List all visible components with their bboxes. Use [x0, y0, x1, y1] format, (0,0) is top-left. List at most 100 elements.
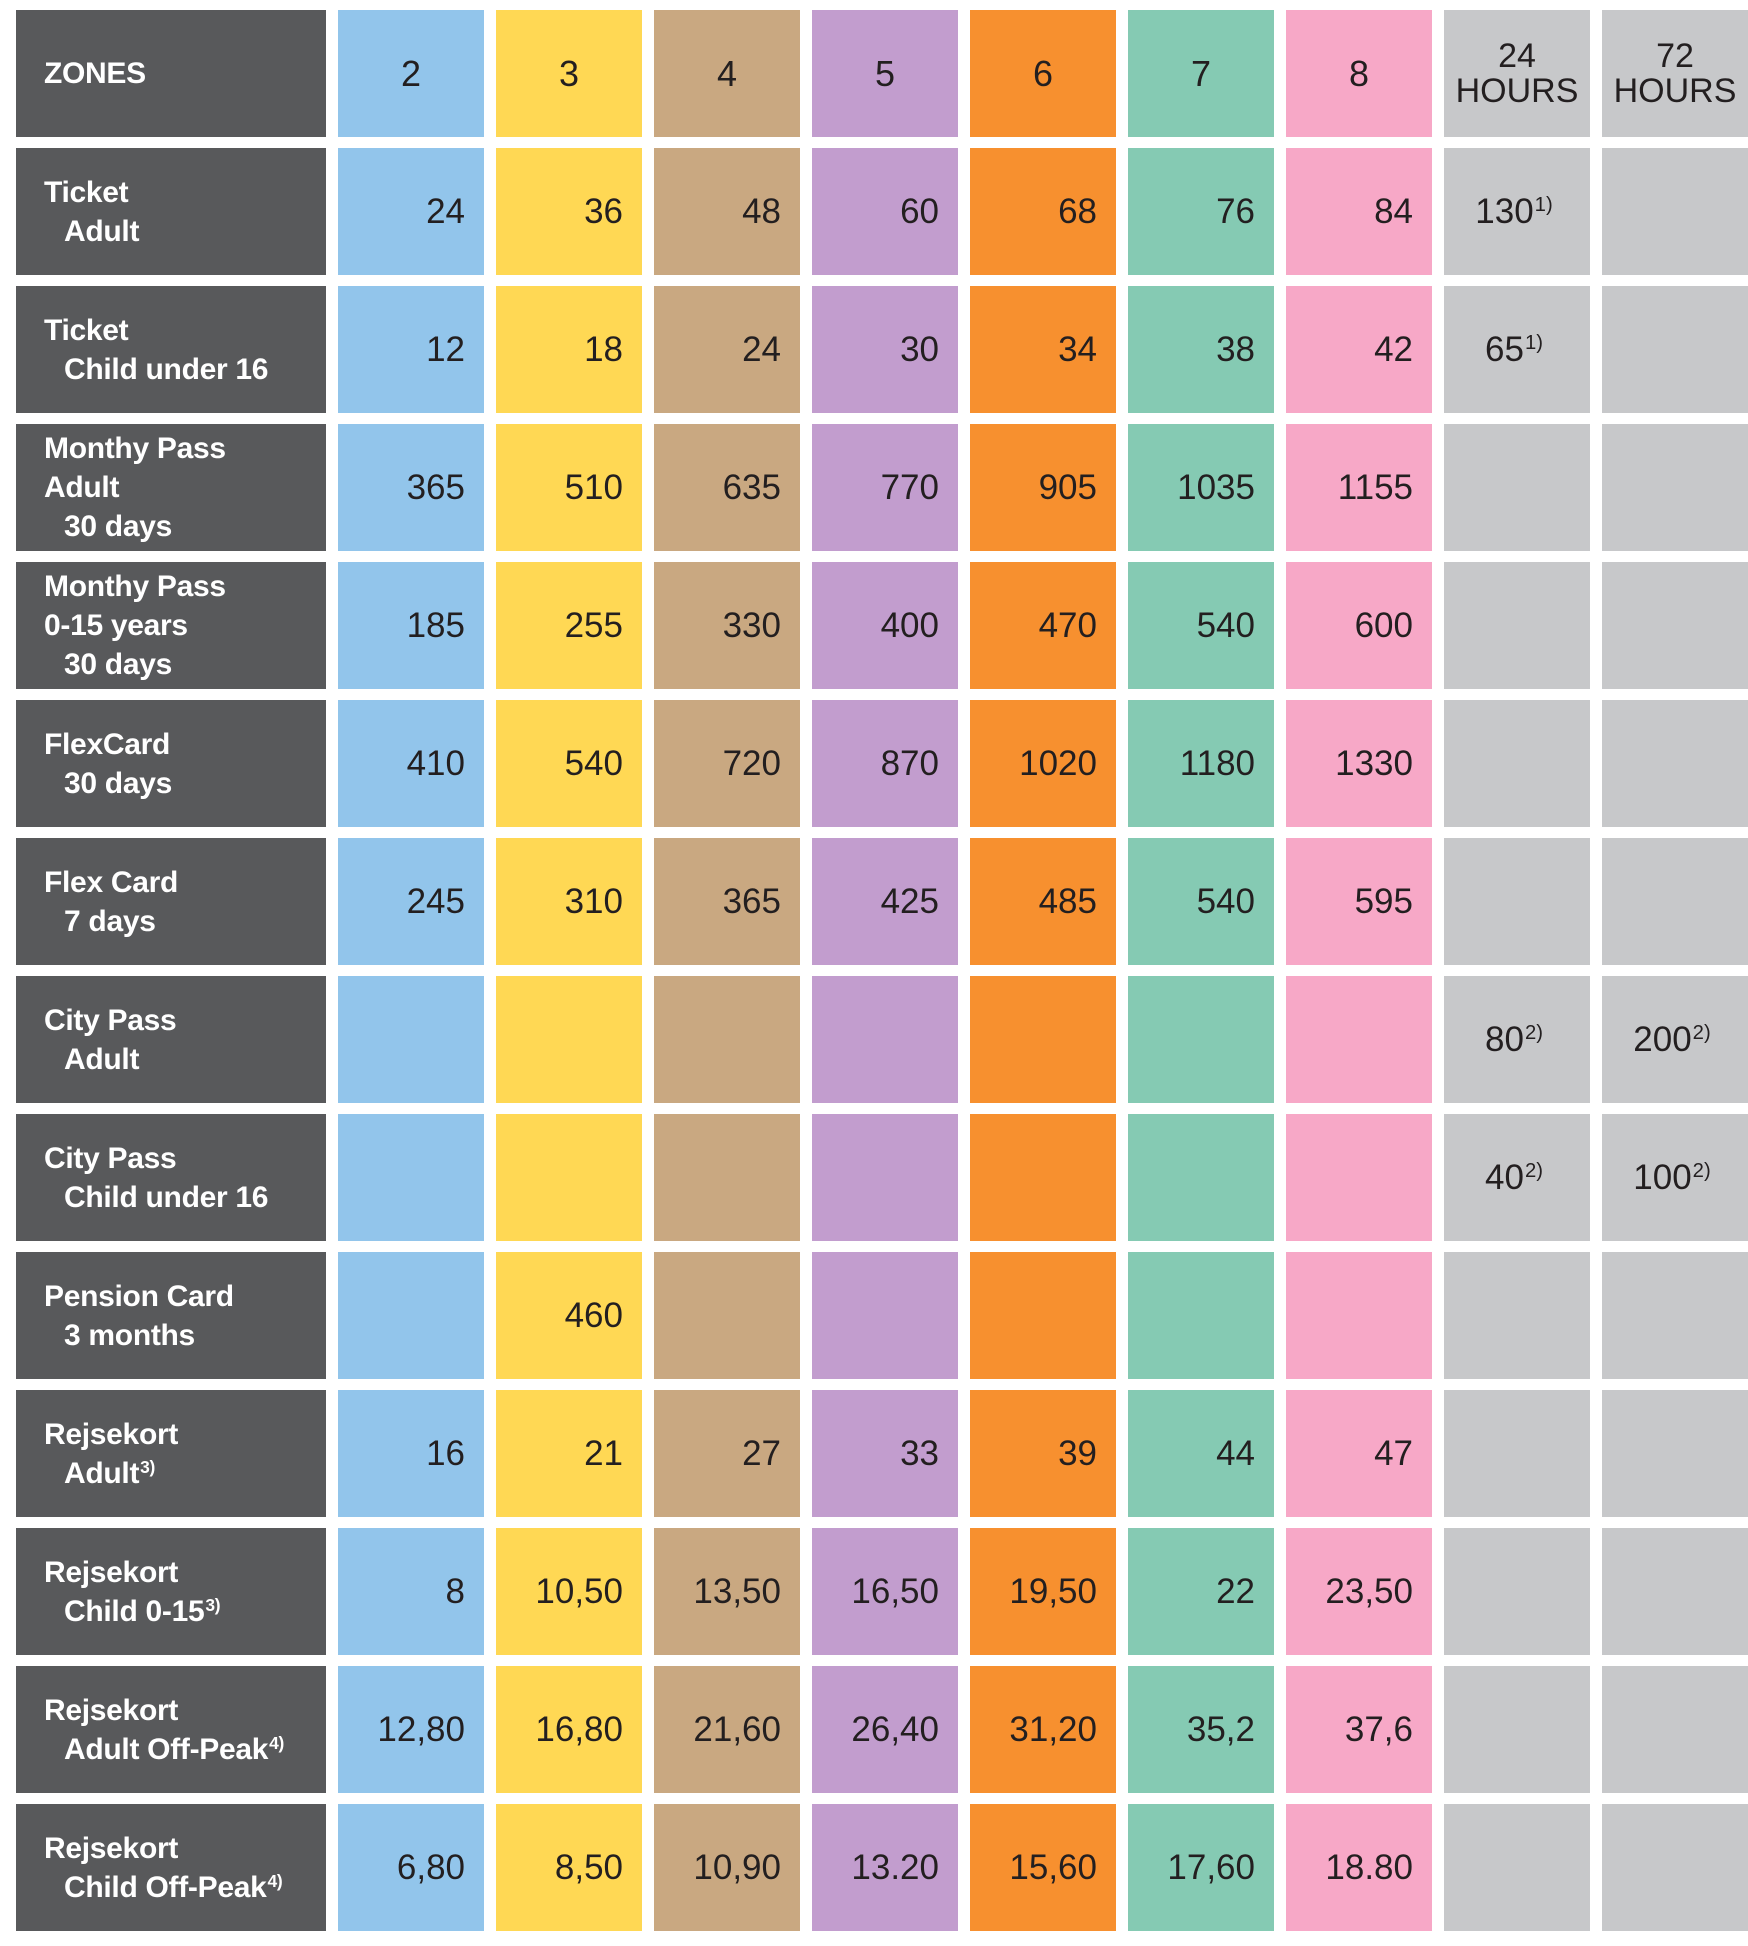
- fare-cell-flexcard-30-days-zone-3: 540: [496, 700, 642, 827]
- column-header-line: 24: [1498, 36, 1536, 75]
- fare-value: 17,60: [1167, 1847, 1255, 1887]
- fare-cell-rejsekort-child-zone-6: 19,50: [970, 1528, 1116, 1655]
- fare-value: 10,50: [535, 1571, 623, 1611]
- fare-cell-ticket-adult-zone-6: 68: [970, 148, 1116, 275]
- column-header-zone-2: 2: [338, 10, 484, 137]
- fare-cell-flexcard-7-days-zone-3: 310: [496, 838, 642, 965]
- fare-cell-ticket-adult-24-hours: 1301): [1444, 148, 1590, 275]
- fare-value: 44: [1216, 1433, 1255, 1473]
- fare-cell-flexcard-30-days-zone-6: 1020: [970, 700, 1116, 827]
- row-label-line: Ticket: [44, 313, 129, 347]
- fare-value: 12: [426, 329, 465, 369]
- fare-cell-city-pass-adult-72-hours: 2002): [1602, 976, 1748, 1103]
- fare-cell-rejsekort-adult-offpeak-zone-5: 26,40: [812, 1666, 958, 1793]
- column-header-zone-8: 8: [1286, 10, 1432, 137]
- zones-header-label: ZONES: [44, 57, 146, 90]
- fare-cell-city-pass-adult-zone-4: [654, 976, 800, 1103]
- footnote-marker: 4): [269, 1732, 285, 1753]
- fare-cell-city-pass-child-72-hours: 1002): [1602, 1114, 1748, 1241]
- fare-value: 18: [584, 329, 623, 369]
- row-label-line: 30 days: [64, 648, 172, 681]
- fare-value: 365: [722, 881, 781, 921]
- column-header-zone-5: 5: [812, 10, 958, 137]
- fare-cell-city-pass-adult-zone-7: [1128, 976, 1274, 1103]
- fare-cell-rejsekort-child-offpeak-zone-5: 13.20: [812, 1804, 958, 1931]
- footnote-marker: 4): [267, 1870, 283, 1891]
- fare-cell-city-pass-adult-zone-2: [338, 976, 484, 1103]
- fare-value: 60: [900, 191, 939, 231]
- row-label-pension-card: Pension Card 3 months: [16, 1252, 326, 1379]
- fare-cell-monthly-pass-child-zone-6: 470: [970, 562, 1116, 689]
- footnote-marker: 3): [205, 1594, 221, 1615]
- fare-value: 1330: [1335, 743, 1413, 783]
- fare-cell-ticket-child-zone-6: 34: [970, 286, 1116, 413]
- fare-cell-rejsekort-child-zone-3: 10,50: [496, 1528, 642, 1655]
- row-label-rejsekort-child: Rejsekort Child 0-153): [16, 1528, 326, 1655]
- fare-cell-ticket-adult-72-hours: [1602, 148, 1748, 275]
- fare-value: 905: [1038, 467, 1097, 507]
- fare-cell-rejsekort-child-zone-4: 13,50: [654, 1528, 800, 1655]
- fare-value: 34: [1058, 329, 1097, 369]
- fare-cell-city-pass-child-zone-6: [970, 1114, 1116, 1241]
- row-label-line: Rejsekort: [44, 1693, 179, 1727]
- fare-cell-rejsekort-adult-24-hours: [1444, 1390, 1590, 1517]
- fare-cell-ticket-adult-zone-3: 36: [496, 148, 642, 275]
- fare-value: 470: [1038, 605, 1097, 645]
- fare-cell-pension-card-zone-6: [970, 1252, 1116, 1379]
- fare-cell-flexcard-7-days-zone-8: 595: [1286, 838, 1432, 965]
- fare-value: 33: [900, 1433, 939, 1473]
- row-label-line: Child 0-153): [64, 1594, 221, 1628]
- fare-value: 460: [564, 1295, 623, 1335]
- fare-cell-rejsekort-adult-zone-4: 27: [654, 1390, 800, 1517]
- footnote-marker: 2): [1524, 1160, 1543, 1183]
- fare-value: 19,50: [1009, 1571, 1097, 1611]
- fare-cell-monthly-pass-adult-zone-8: 1155: [1286, 424, 1432, 551]
- column-header-line: HOURS: [1613, 71, 1737, 110]
- row-label-monthly-pass-adult: Monthy Pass Adult 30 days: [16, 424, 326, 551]
- row-label-line: Child under 16: [64, 352, 269, 386]
- fare-cell-pension-card-24-hours: [1444, 1252, 1590, 1379]
- fare-value: 410: [406, 743, 465, 783]
- column-header-zone-6: 6: [970, 10, 1116, 137]
- fare-cell-rejsekort-adult-offpeak-zone-2: 12,80: [338, 1666, 484, 1793]
- fare-cell-flexcard-30-days-zone-4: 720: [654, 700, 800, 827]
- fare-value: 510: [564, 467, 623, 507]
- fare-cell-rejsekort-child-offpeak-24-hours: [1444, 1804, 1590, 1931]
- row-label-line: 3 months: [64, 1318, 195, 1352]
- fare-cell-rejsekort-adult-72-hours: [1602, 1390, 1748, 1517]
- fare-cell-ticket-adult-zone-8: 84: [1286, 148, 1432, 275]
- row-label-rejsekort-adult-offpeak: Rejsekort Adult Off-Peak4): [16, 1666, 326, 1793]
- fare-cell-rejsekort-adult-zone-2: 16: [338, 1390, 484, 1517]
- fare-cell-ticket-child-zone-3: 18: [496, 286, 642, 413]
- fare-value: 595: [1354, 881, 1413, 921]
- fare-value: 540: [1196, 605, 1255, 645]
- fare-cell-pension-card-zone-8: [1286, 1252, 1432, 1379]
- fare-value: 76: [1216, 191, 1255, 231]
- fare-value: 35,2: [1186, 1709, 1255, 1749]
- column-header-line: 5: [874, 52, 896, 94]
- fare-cell-flexcard-7-days-zone-6: 485: [970, 838, 1116, 965]
- fare-value: 1035: [1177, 467, 1255, 507]
- fare-cell-flexcard-7-days-zone-2: 245: [338, 838, 484, 965]
- fare-cell-flexcard-7-days-24-hours: [1444, 838, 1590, 965]
- column-header-zone-3: 3: [496, 10, 642, 137]
- column-header-72-hours: 72 HOURS: [1602, 10, 1748, 137]
- fare-cell-ticket-adult-zone-2: 24: [338, 148, 484, 275]
- fare-cell-monthly-pass-child-24-hours: [1444, 562, 1590, 689]
- fare-cell-monthly-pass-adult-zone-2: 365: [338, 424, 484, 551]
- fare-cell-rejsekort-child-offpeak-zone-2: 6,80: [338, 1804, 484, 1931]
- fare-cell-monthly-pass-adult-zone-6: 905: [970, 424, 1116, 551]
- fare-value: 16: [426, 1433, 465, 1473]
- fare-cell-flexcard-30-days-72-hours: [1602, 700, 1748, 827]
- fare-value: 365: [406, 467, 465, 507]
- fare-cell-ticket-child-zone-7: 38: [1128, 286, 1274, 413]
- row-label-ticket-child: Ticket Child under 16: [16, 286, 326, 413]
- fare-cell-city-pass-adult-zone-3: [496, 976, 642, 1103]
- fare-value: 13.20: [851, 1847, 939, 1887]
- column-header-zone-7: 7: [1128, 10, 1274, 137]
- fare-cell-monthly-pass-child-zone-5: 400: [812, 562, 958, 689]
- row-label-line: FlexCard: [44, 727, 170, 761]
- fare-cell-rejsekort-adult-zone-5: 33: [812, 1390, 958, 1517]
- row-label-line: Adult: [44, 471, 120, 504]
